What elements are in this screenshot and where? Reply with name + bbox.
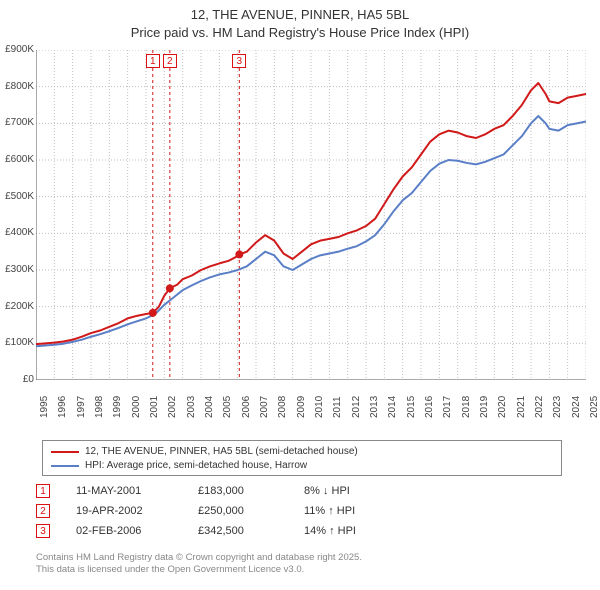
x-tick-label: 2014 bbox=[387, 396, 398, 418]
sale-top-badge: 3 bbox=[232, 54, 246, 68]
x-tick-label: 2011 bbox=[332, 396, 343, 418]
legend-box: 12, THE AVENUE, PINNER, HA5 5BL (semi-de… bbox=[42, 440, 562, 476]
sale-price-2: £250,000 bbox=[198, 505, 278, 517]
x-tick-label: 2024 bbox=[571, 396, 582, 418]
x-tick-label: 2023 bbox=[552, 396, 563, 418]
x-tick-label: 2002 bbox=[167, 396, 178, 418]
x-tick-label: 2017 bbox=[442, 396, 453, 418]
credit-text: Contains HM Land Registry data © Crown c… bbox=[36, 552, 362, 576]
sale-date-1: 11-MAY-2001 bbox=[76, 485, 172, 497]
sale-top-badge: 1 bbox=[146, 54, 160, 68]
x-tick-label: 1999 bbox=[112, 396, 123, 418]
x-tick-label: 2009 bbox=[296, 396, 307, 418]
sale-top-badge: 2 bbox=[163, 54, 177, 68]
sale-badge-2: 2 bbox=[36, 504, 50, 518]
x-tick-label: 2018 bbox=[461, 396, 472, 418]
x-tick-label: 2005 bbox=[222, 396, 233, 418]
x-tick-label: 1995 bbox=[39, 396, 50, 418]
x-axis: 1995 1996 1997 1998 1999 2000 2001 2002 2003 2004… bbox=[36, 384, 586, 440]
sale-row-2: 2 19-APR-2002 £250,000 11% ↑ HPI bbox=[36, 504, 576, 518]
legend-row-2: HPI: Average price, semi-detached house,… bbox=[51, 459, 553, 473]
sale-date-3: 02-FEB-2006 bbox=[76, 525, 172, 537]
x-tick-label: 2007 bbox=[259, 396, 270, 418]
legend-swatch-2 bbox=[51, 465, 79, 467]
credit-line2: This data is licensed under the Open Gov… bbox=[36, 564, 362, 576]
x-tick-label: 2025 bbox=[589, 396, 600, 418]
sale-pct-1: 8% ↓ HPI bbox=[304, 485, 374, 497]
title-line1: 12, THE AVENUE, PINNER, HA5 5BL bbox=[0, 6, 600, 24]
x-tick-label: 2013 bbox=[369, 396, 380, 418]
y-tick-label: £500K bbox=[0, 191, 34, 202]
y-tick-label: £300K bbox=[0, 264, 34, 275]
x-tick-label: 2010 bbox=[314, 396, 325, 418]
x-tick-label: 2019 bbox=[479, 396, 490, 418]
chart-plot-area: £0£100K£200K£300K£400K£500K£600K£700K£80… bbox=[36, 50, 586, 380]
sale-badge-1: 1 bbox=[36, 484, 50, 498]
x-tick-label: 2008 bbox=[277, 396, 288, 418]
x-tick-label: 2001 bbox=[149, 396, 160, 418]
x-tick-label: 2003 bbox=[186, 396, 197, 418]
sale-pct-3: 14% ↑ HPI bbox=[304, 525, 374, 537]
chart-svg bbox=[36, 50, 586, 380]
legend-label-1: 12, THE AVENUE, PINNER, HA5 5BL (semi-de… bbox=[85, 445, 358, 459]
y-tick-label: £600K bbox=[0, 154, 34, 165]
x-tick-label: 2020 bbox=[497, 396, 508, 418]
credit-line1: Contains HM Land Registry data © Crown c… bbox=[36, 552, 362, 564]
chart-title: 12, THE AVENUE, PINNER, HA5 5BL Price pa… bbox=[0, 0, 600, 41]
legend-label-2: HPI: Average price, semi-detached house,… bbox=[85, 459, 307, 473]
y-tick-label: £200K bbox=[0, 301, 34, 312]
title-line2: Price paid vs. HM Land Registry's House … bbox=[0, 24, 600, 42]
x-tick-label: 2022 bbox=[534, 396, 545, 418]
legend-row-1: 12, THE AVENUE, PINNER, HA5 5BL (semi-de… bbox=[51, 445, 553, 459]
legend-swatch-1 bbox=[51, 451, 79, 453]
x-tick-label: 2000 bbox=[131, 396, 142, 418]
sale-date-2: 19-APR-2002 bbox=[76, 505, 172, 517]
sale-pct-2: 11% ↑ HPI bbox=[304, 505, 374, 517]
x-tick-label: 2021 bbox=[516, 396, 527, 418]
x-tick-label: 1998 bbox=[94, 396, 105, 418]
x-tick-label: 2006 bbox=[241, 396, 252, 418]
sale-top-badges: 12 3 bbox=[36, 54, 586, 70]
sale-badge-3: 3 bbox=[36, 524, 50, 538]
sale-row-3: 3 02-FEB-2006 £342,500 14% ↑ HPI bbox=[36, 524, 576, 538]
y-tick-label: £100K bbox=[0, 337, 34, 348]
sale-row-1: 1 11-MAY-2001 £183,000 8% ↓ HPI bbox=[36, 484, 576, 498]
y-tick-label: £800K bbox=[0, 81, 34, 92]
y-tick-label: £0 bbox=[0, 374, 34, 385]
x-tick-label: 2004 bbox=[204, 396, 215, 418]
sale-price-1: £183,000 bbox=[198, 485, 278, 497]
x-tick-label: 2015 bbox=[406, 396, 417, 418]
sales-table: 1 11-MAY-2001 £183,000 8% ↓ HPI 2 19-APR… bbox=[36, 484, 576, 544]
y-tick-label: £700K bbox=[0, 117, 34, 128]
sale-price-3: £342,500 bbox=[198, 525, 278, 537]
x-tick-label: 1997 bbox=[76, 396, 87, 418]
x-tick-label: 2016 bbox=[424, 396, 435, 418]
x-tick-label: 2012 bbox=[351, 396, 362, 418]
y-tick-label: £900K bbox=[0, 44, 34, 55]
x-tick-label: 1996 bbox=[57, 396, 68, 418]
y-tick-label: £400K bbox=[0, 227, 34, 238]
